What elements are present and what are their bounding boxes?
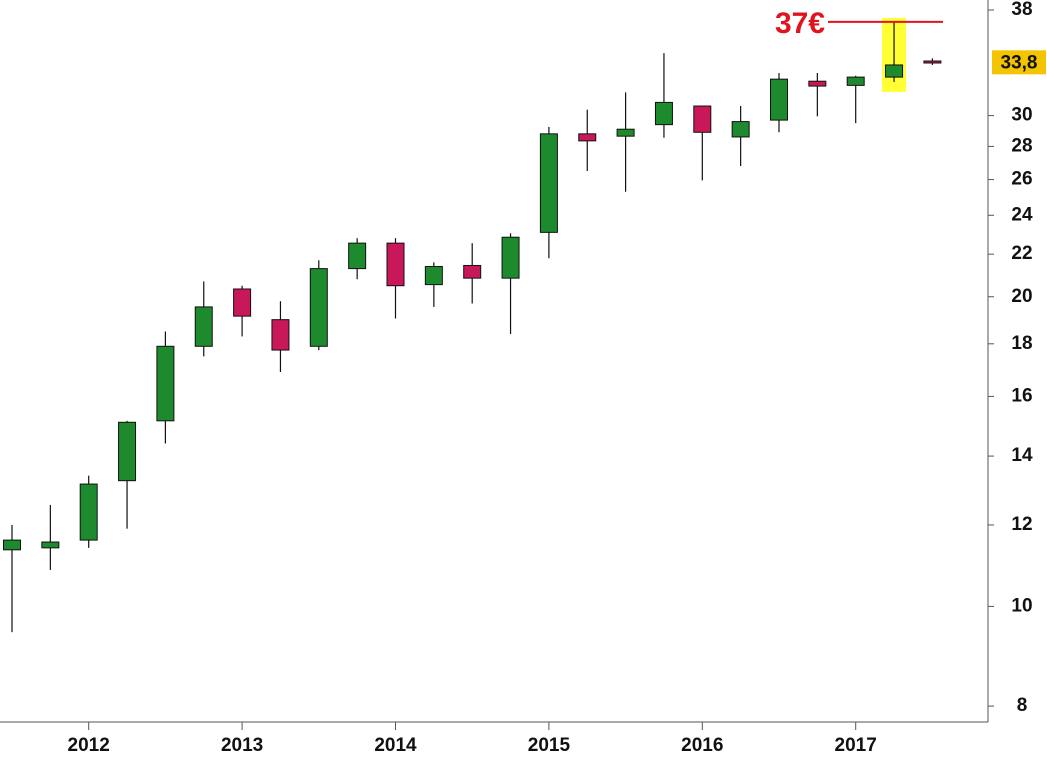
candle-body <box>79 483 98 541</box>
y-tick-label: 8 <box>1017 695 1028 716</box>
x-tick-label: 2013 <box>221 735 263 756</box>
y-tick-label: 10 <box>1011 595 1032 616</box>
x-tick-label: 2015 <box>528 735 571 756</box>
y-tick-label: 22 <box>1011 243 1032 264</box>
candle-body <box>3 539 21 551</box>
y-tick-label: 26 <box>1011 169 1032 190</box>
candle-body <box>463 264 482 279</box>
x-tick-label: 2012 <box>68 735 110 756</box>
annotation-text: 37€ <box>775 7 825 40</box>
y-tick-label: 20 <box>1011 286 1032 307</box>
x-tick-label: 2014 <box>374 735 417 756</box>
candle-body <box>194 306 213 347</box>
candle-body <box>731 121 750 138</box>
candle-body <box>233 288 252 317</box>
last-value-label: 33,8 <box>1001 52 1038 73</box>
candle-body <box>348 242 367 270</box>
y-tick-label: 14 <box>1011 445 1033 466</box>
candle-body <box>616 128 635 137</box>
candle-body <box>156 345 175 422</box>
y-tick-label: 28 <box>1011 135 1032 156</box>
candle-body <box>885 64 904 78</box>
y-tick-label: 18 <box>1011 333 1032 354</box>
candle-body <box>271 319 290 351</box>
candle-body <box>654 101 673 126</box>
y-tick-label: 38 <box>1011 0 1032 20</box>
y-tick-label: 16 <box>1011 385 1032 406</box>
candle-body <box>386 242 405 287</box>
candle-body <box>808 80 827 87</box>
candle-body <box>118 421 137 482</box>
candle-body <box>309 268 328 347</box>
candle-body <box>578 133 597 142</box>
candle-body <box>770 78 788 121</box>
candle-body <box>846 76 865 86</box>
candle-body <box>923 60 942 64</box>
x-tick-label: 2016 <box>681 735 723 756</box>
last-value-box <box>992 50 1046 75</box>
candle-body <box>424 266 443 286</box>
y-tick-label: 24 <box>1011 204 1033 225</box>
candle-body <box>501 236 520 279</box>
y-tick-label: 12 <box>1011 514 1032 535</box>
candle-body <box>693 105 712 133</box>
candle-body <box>539 133 558 233</box>
x-tick-label: 2017 <box>835 735 877 756</box>
candle-body <box>41 541 60 549</box>
y-tick-label: 30 <box>1011 105 1032 126</box>
